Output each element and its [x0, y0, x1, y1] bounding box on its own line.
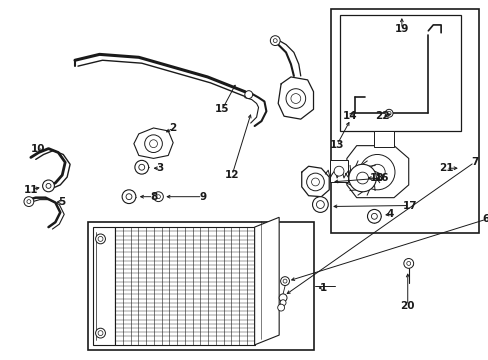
- Circle shape: [290, 94, 300, 103]
- Text: 19: 19: [394, 24, 408, 34]
- Circle shape: [311, 178, 319, 186]
- Text: 6: 6: [482, 214, 488, 224]
- Bar: [87, 222, 313, 350]
- Circle shape: [316, 201, 324, 208]
- Text: 16: 16: [374, 173, 388, 183]
- Circle shape: [126, 194, 132, 200]
- Text: 22: 22: [374, 111, 388, 121]
- Circle shape: [27, 200, 31, 203]
- Circle shape: [244, 91, 252, 99]
- Circle shape: [306, 173, 324, 191]
- Text: 20: 20: [400, 301, 414, 311]
- Circle shape: [371, 213, 377, 219]
- Text: 3: 3: [157, 163, 163, 173]
- Text: 18: 18: [369, 173, 384, 183]
- Circle shape: [98, 237, 103, 241]
- Circle shape: [96, 328, 105, 338]
- Circle shape: [356, 172, 368, 184]
- Text: 21: 21: [438, 163, 452, 173]
- Circle shape: [277, 304, 284, 311]
- Circle shape: [283, 279, 286, 283]
- Text: 15: 15: [215, 104, 229, 114]
- Circle shape: [406, 261, 410, 265]
- Bar: [339, 15, 460, 131]
- Text: 4: 4: [386, 210, 393, 219]
- Text: 14: 14: [342, 111, 356, 121]
- Circle shape: [149, 140, 157, 148]
- Circle shape: [403, 258, 413, 268]
- Circle shape: [348, 164, 376, 192]
- Circle shape: [153, 192, 163, 202]
- Circle shape: [312, 197, 327, 212]
- Circle shape: [42, 180, 54, 192]
- Circle shape: [369, 164, 385, 180]
- Text: 11: 11: [23, 185, 38, 195]
- Text: 9: 9: [199, 192, 206, 202]
- Polygon shape: [254, 217, 279, 345]
- Bar: [115, 227, 254, 345]
- Circle shape: [270, 36, 280, 45]
- Circle shape: [139, 164, 144, 170]
- Circle shape: [46, 184, 51, 188]
- Circle shape: [156, 195, 160, 199]
- Circle shape: [359, 154, 394, 190]
- Circle shape: [96, 234, 105, 244]
- Circle shape: [273, 39, 277, 42]
- Text: 8: 8: [150, 192, 157, 202]
- Circle shape: [285, 89, 305, 108]
- Text: 13: 13: [329, 140, 344, 150]
- Circle shape: [385, 109, 392, 117]
- Circle shape: [98, 331, 103, 336]
- Text: 17: 17: [402, 201, 416, 211]
- Text: 7: 7: [470, 157, 477, 167]
- Bar: [330, 9, 478, 233]
- Circle shape: [280, 277, 289, 285]
- Circle shape: [135, 160, 148, 174]
- Polygon shape: [346, 146, 408, 198]
- Text: 5: 5: [59, 197, 66, 207]
- Circle shape: [24, 197, 34, 207]
- Text: 10: 10: [30, 144, 45, 154]
- Text: 12: 12: [224, 170, 239, 180]
- Circle shape: [144, 135, 162, 153]
- Circle shape: [122, 190, 136, 203]
- Bar: [329, 160, 347, 182]
- Circle shape: [280, 300, 285, 306]
- Polygon shape: [134, 128, 173, 158]
- Bar: [93, 227, 115, 345]
- Circle shape: [386, 111, 390, 115]
- Text: 1: 1: [319, 283, 326, 293]
- Text: 2: 2: [169, 123, 177, 133]
- Bar: [374, 131, 393, 147]
- Circle shape: [279, 294, 286, 302]
- Circle shape: [333, 166, 343, 176]
- Circle shape: [367, 210, 381, 223]
